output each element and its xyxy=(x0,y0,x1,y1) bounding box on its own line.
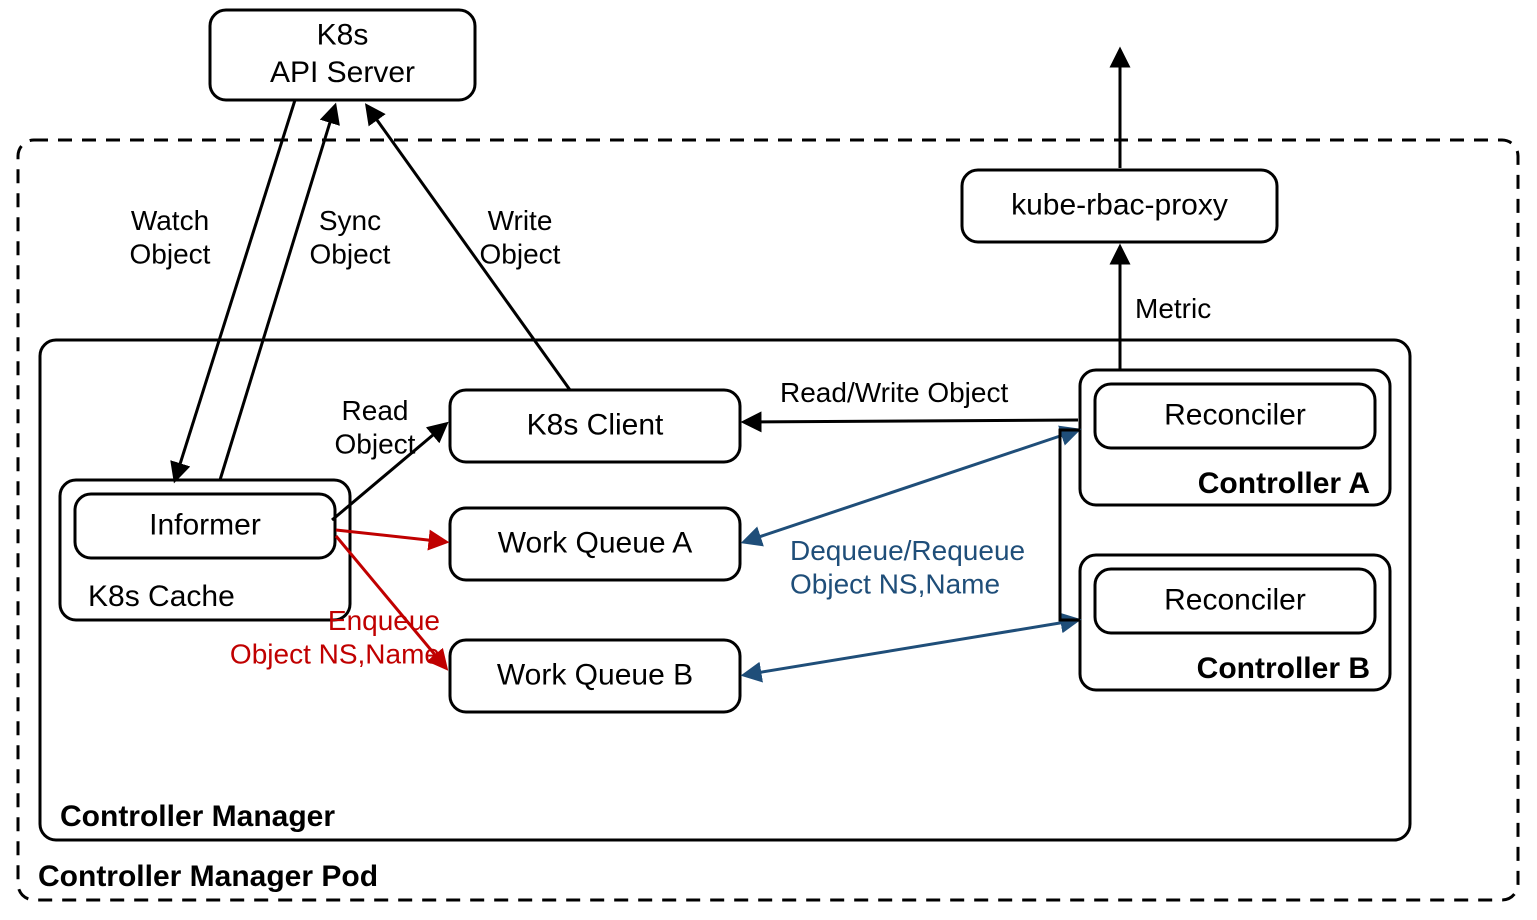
edge-label: Write xyxy=(488,205,553,236)
manager-title: Controller Manager xyxy=(60,800,335,833)
work_queue_b-label: Work Queue B xyxy=(497,658,693,691)
informer-label: Informer xyxy=(149,508,261,541)
api_server-label: K8s xyxy=(317,19,369,52)
edge-label: Watch xyxy=(131,205,209,236)
edge-label: Read/Write Object xyxy=(780,377,1008,408)
edge-label: Metric xyxy=(1135,293,1211,324)
edge-label: Enqueue xyxy=(328,605,440,636)
api_server-label: API Server xyxy=(270,56,415,89)
edge-label: Object NS,Name xyxy=(790,569,1000,600)
k8s_cache-title: K8s Cache xyxy=(88,580,235,613)
k8s_client-label: K8s Client xyxy=(527,408,664,441)
pod-title: Controller Manager Pod xyxy=(38,860,378,893)
edge-label: Object xyxy=(130,239,211,270)
edge-label: Read xyxy=(342,395,409,426)
edge-label: Dequeue/Requeue xyxy=(790,535,1025,566)
reconciler_a-label: Reconciler xyxy=(1164,398,1306,431)
edge xyxy=(744,420,1078,422)
edge-label: Object xyxy=(335,429,416,460)
edge-label: Object xyxy=(310,239,391,270)
edge-label: Object NS,Name xyxy=(230,639,440,670)
rbac_proxy-label: kube-rbac-proxy xyxy=(1011,188,1228,221)
work_queue_a-label: Work Queue A xyxy=(498,526,693,559)
edge-label: Sync xyxy=(319,205,381,236)
controller_b-title: Controller B xyxy=(1197,652,1370,685)
edge-label: Object xyxy=(480,239,561,270)
controller_a-title: Controller A xyxy=(1198,467,1370,500)
reconciler_b-label: Reconciler xyxy=(1164,583,1306,616)
